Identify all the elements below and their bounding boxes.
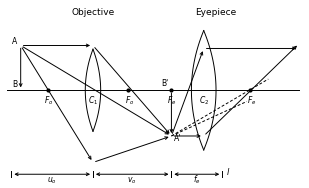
Text: A: A: [12, 37, 17, 46]
Text: $F_o$: $F_o$: [44, 94, 53, 107]
Text: $f_e$: $f_e$: [193, 173, 201, 186]
Text: Eyepiece: Eyepiece: [195, 8, 237, 17]
Text: Objective: Objective: [71, 8, 115, 17]
Text: $F_e$: $F_e$: [167, 94, 176, 107]
Text: $C_2$: $C_2$: [199, 94, 209, 107]
Text: A': A': [174, 134, 181, 143]
Text: $v_o$: $v_o$: [127, 175, 137, 186]
Text: $F_e$: $F_e$: [247, 94, 256, 107]
Text: B: B: [12, 80, 17, 89]
Text: B': B': [162, 79, 169, 88]
Text: $C_1$: $C_1$: [88, 94, 98, 107]
Text: $u_o$: $u_o$: [47, 175, 57, 186]
Text: $F_o$: $F_o$: [125, 94, 135, 107]
Text: l: l: [227, 168, 229, 177]
